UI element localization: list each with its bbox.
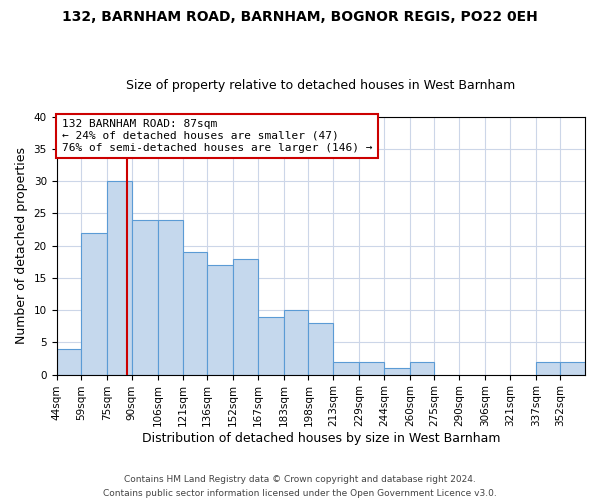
Bar	[182, 252, 207, 374]
Bar	[233, 258, 258, 374]
Bar	[560, 362, 585, 374]
Bar	[258, 316, 284, 374]
Bar	[132, 220, 158, 374]
Bar	[284, 310, 308, 374]
Bar	[536, 362, 560, 374]
Bar	[107, 181, 132, 374]
Bar	[359, 362, 384, 374]
Text: 132 BARNHAM ROAD: 87sqm
← 24% of detached houses are smaller (47)
76% of semi-de: 132 BARNHAM ROAD: 87sqm ← 24% of detache…	[62, 120, 373, 152]
Bar	[158, 220, 182, 374]
Bar	[56, 349, 81, 374]
Bar	[384, 368, 410, 374]
Text: 132, BARNHAM ROAD, BARNHAM, BOGNOR REGIS, PO22 0EH: 132, BARNHAM ROAD, BARNHAM, BOGNOR REGIS…	[62, 10, 538, 24]
Bar	[81, 233, 107, 374]
Bar	[308, 323, 333, 374]
Title: Size of property relative to detached houses in West Barnham: Size of property relative to detached ho…	[126, 79, 515, 92]
Bar	[333, 362, 359, 374]
Bar	[410, 362, 434, 374]
Text: Contains HM Land Registry data © Crown copyright and database right 2024.
Contai: Contains HM Land Registry data © Crown c…	[103, 476, 497, 498]
Y-axis label: Number of detached properties: Number of detached properties	[15, 147, 28, 344]
Bar	[207, 265, 233, 374]
X-axis label: Distribution of detached houses by size in West Barnham: Distribution of detached houses by size …	[142, 432, 500, 445]
